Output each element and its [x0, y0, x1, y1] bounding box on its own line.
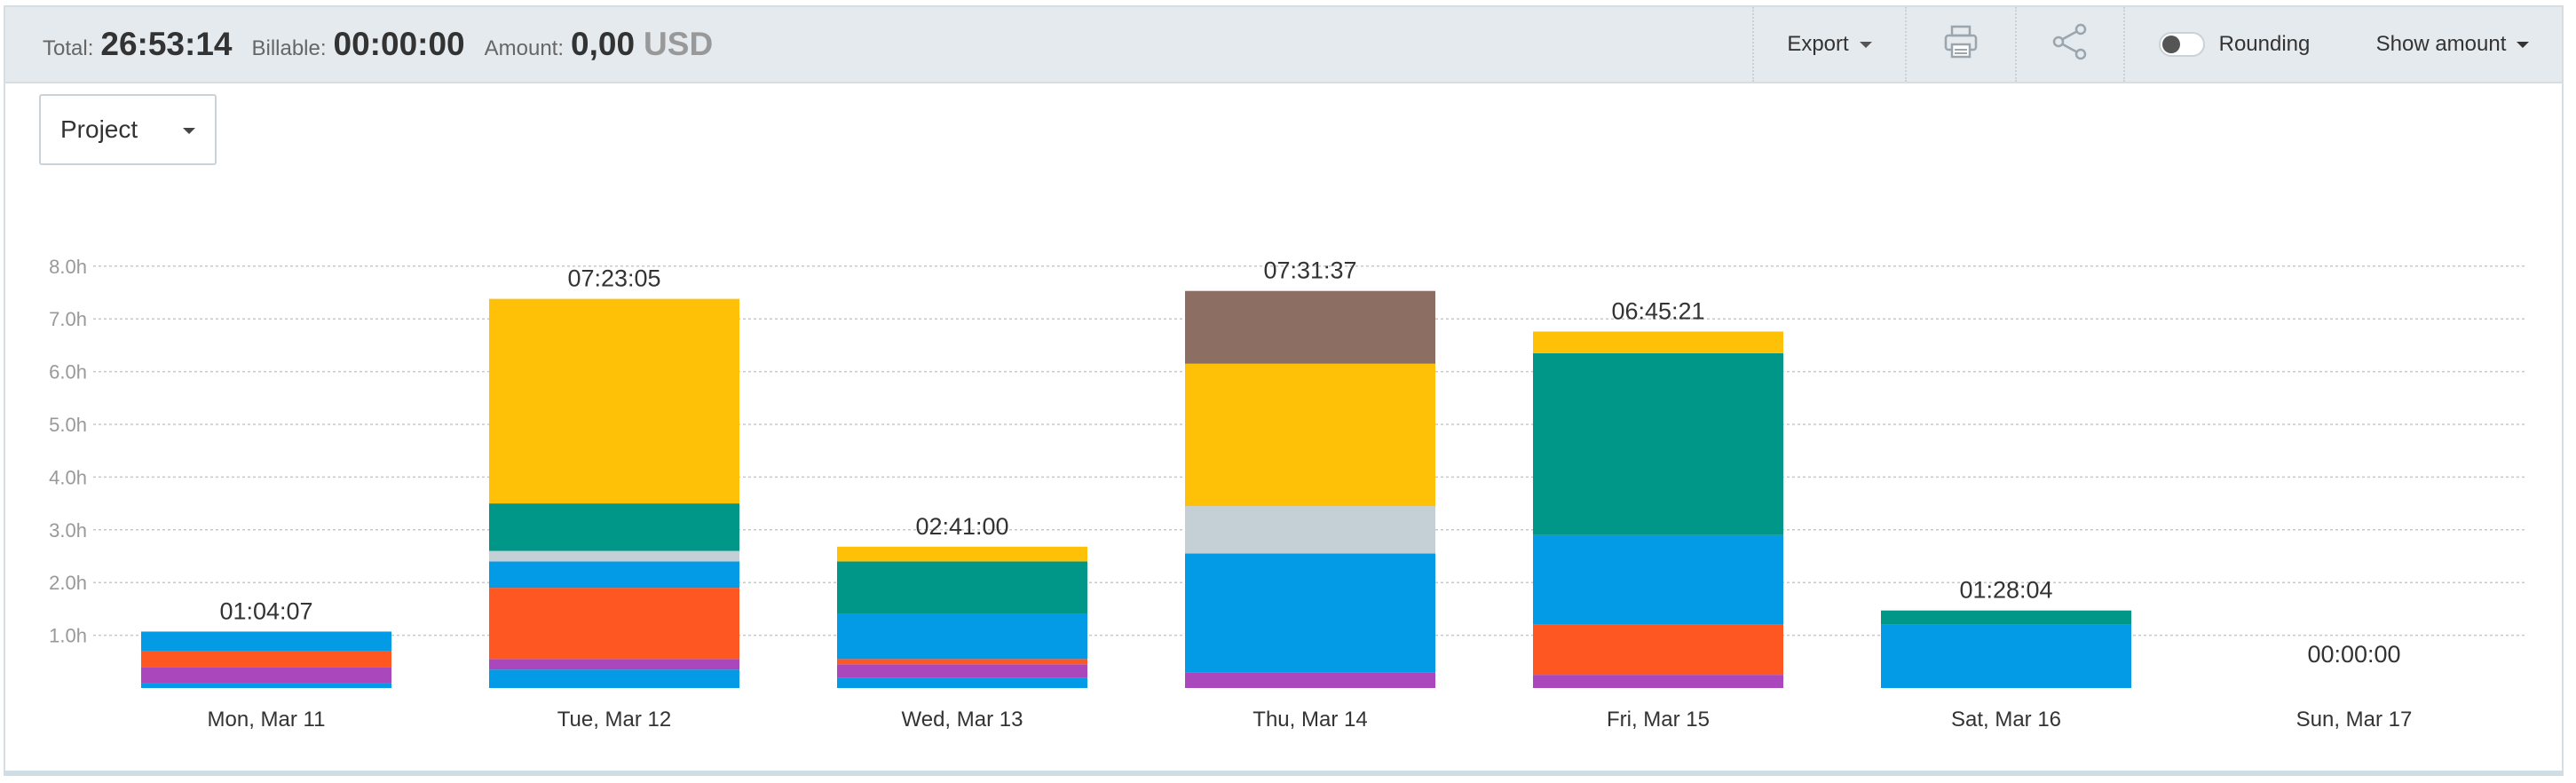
- rounding-label: Rounding: [2218, 32, 2311, 56]
- group-by-select[interactable]: Project: [39, 94, 217, 165]
- bar-segment[interactable]: [1185, 553, 1435, 673]
- bar-segment[interactable]: [489, 503, 739, 551]
- y-tick-label: 4.0h: [49, 466, 87, 488]
- bar-total-label: 07:23:05: [567, 265, 660, 292]
- bar-segment[interactable]: [1185, 672, 1435, 688]
- bar-segment[interactable]: [1881, 610, 2131, 625]
- amount-label: Amount:: [484, 36, 565, 60]
- chevron-down-icon: [183, 128, 195, 134]
- x-category-label: Fri, Mar 15: [1607, 708, 1710, 732]
- x-category-label: Mon, Mar 11: [208, 708, 326, 732]
- share-button[interactable]: [2015, 7, 2123, 82]
- y-tick-label: 8.0h: [49, 256, 87, 278]
- show-amount-label: Show amount: [2375, 32, 2507, 56]
- amount-currency: USD: [644, 26, 714, 62]
- bar-segment[interactable]: [1533, 534, 1783, 625]
- chart-bars: [141, 290, 2131, 688]
- export-button[interactable]: Export: [1752, 7, 1905, 82]
- x-category-label: Wed, Mar 13: [902, 708, 1023, 732]
- bar-total-label: 07:31:37: [1263, 257, 1356, 284]
- totals-summary: Total: 26:53:14 Billable: 00:00:00 Amoun…: [5, 26, 1752, 63]
- chevron-down-icon: [1859, 41, 1872, 48]
- bar-segment[interactable]: [837, 664, 1087, 678]
- bar-total-label: 01:28:04: [1959, 577, 2052, 604]
- y-tick-label: 2.0h: [49, 572, 87, 594]
- total-value: 26:53:14: [100, 26, 233, 62]
- chevron-down-icon: [2517, 41, 2530, 48]
- bar-segment[interactable]: [489, 588, 739, 660]
- bar-segment[interactable]: [1881, 624, 2131, 688]
- bar-total-label: 00:00:00: [2307, 641, 2400, 668]
- bar-total-label: 02:41:00: [915, 513, 1008, 540]
- rounding-toggle[interactable]: Rounding: [2123, 7, 2343, 82]
- bar-segment[interactable]: [489, 659, 739, 670]
- toggle-knob: [2161, 36, 2180, 53]
- bar-segment[interactable]: [1533, 352, 1783, 535]
- bar-segment[interactable]: [837, 677, 1087, 688]
- bar-total-label: 01:04:07: [219, 597, 312, 624]
- rounding-switch[interactable]: [2158, 32, 2205, 57]
- group-by-value: Project: [60, 115, 138, 143]
- bar-segment[interactable]: [141, 667, 391, 684]
- x-category-label: Tue, Mar 12: [557, 708, 672, 732]
- bar-segment[interactable]: [489, 669, 739, 688]
- y-tick-label: 3.0h: [49, 519, 87, 542]
- bar-segment[interactable]: [1185, 363, 1435, 507]
- print-button[interactable]: [1905, 7, 2015, 82]
- bar-segment[interactable]: [1533, 675, 1783, 688]
- billable-value: 00:00:00: [333, 26, 465, 62]
- y-tick-label: 6.0h: [49, 361, 87, 384]
- total-label: Total:: [43, 36, 94, 60]
- bar-segment[interactable]: [1185, 290, 1435, 364]
- panel-bottom-border: [4, 771, 2564, 776]
- amount-value: 0,00: [571, 26, 636, 62]
- bar-segment[interactable]: [837, 546, 1087, 562]
- bar-segment[interactable]: [837, 659, 1087, 665]
- bar-segment[interactable]: [837, 613, 1087, 660]
- bar-segment[interactable]: [489, 561, 739, 589]
- y-tick-label: 1.0h: [49, 625, 87, 647]
- bar-total-label: 06:45:21: [1611, 297, 1704, 324]
- bar-segment[interactable]: [1533, 331, 1783, 353]
- bar-segment[interactable]: [1185, 506, 1435, 554]
- printer-icon: [1942, 23, 1979, 67]
- billable-label: Billable:: [251, 36, 327, 60]
- bar-segment[interactable]: [141, 683, 391, 688]
- chart-labels: 1.0h 2.0h 3.0h 4.0h 5.0h 6.0h 7.0h 8.0h 01:04:07…: [49, 256, 2412, 732]
- y-tick-label: 5.0h: [49, 414, 87, 436]
- bar-segment[interactable]: [489, 550, 739, 562]
- export-label: Export: [1787, 32, 1849, 56]
- x-category-label: Sat, Mar 16: [1951, 708, 2061, 732]
- y-tick-label: 7.0h: [49, 308, 87, 330]
- summary-bar: Total: 26:53:14 Billable: 00:00:00 Amoun…: [5, 7, 2562, 83]
- bar-segment[interactable]: [489, 298, 739, 504]
- bar-segment[interactable]: [141, 651, 391, 668]
- bar-segment[interactable]: [837, 561, 1087, 614]
- toolbar: Export: [1752, 7, 2562, 82]
- x-category-label: Thu, Mar 14: [1252, 708, 1367, 732]
- bar-segment[interactable]: [1533, 624, 1783, 676]
- show-amount-dropdown[interactable]: Show amount: [2343, 7, 2562, 82]
- bar-segment[interactable]: [141, 631, 391, 652]
- x-category-label: Sun, Mar 17: [2296, 708, 2413, 732]
- share-icon: [2051, 22, 2090, 67]
